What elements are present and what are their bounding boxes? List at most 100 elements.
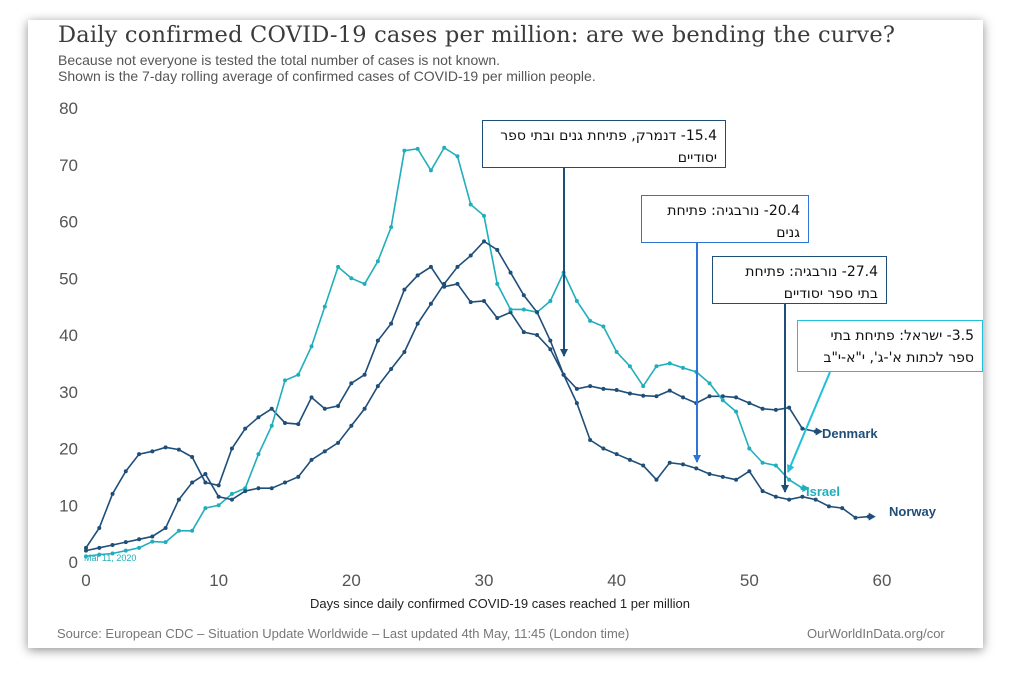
data-point [415, 273, 420, 278]
data-point [521, 293, 526, 298]
data-point [84, 548, 88, 553]
data-point [694, 466, 699, 471]
x-tick-label: 10 [209, 571, 228, 590]
data-point [256, 415, 261, 420]
data-point [535, 333, 540, 337]
series-end-arrow [868, 512, 876, 521]
data-point [747, 469, 752, 474]
y-tick-label: 30 [59, 383, 78, 402]
data-point [654, 394, 659, 399]
data-point [800, 426, 805, 431]
data-point [760, 460, 765, 465]
data-point [773, 463, 778, 468]
chart-title: Daily confirmed COVID-19 cases per milli… [58, 22, 896, 48]
data-point [734, 409, 739, 414]
data-point [229, 446, 234, 451]
data-point [176, 528, 181, 533]
data-point [256, 452, 261, 457]
subtitle-line-1: Because not everyone is tested the total… [58, 52, 501, 68]
data-point [455, 264, 460, 269]
data-point [734, 395, 739, 400]
series-layer [84, 145, 876, 559]
data-point [707, 472, 712, 477]
data-point [375, 338, 380, 343]
data-point [747, 401, 752, 406]
source-note: Source: European CDC – Situation Update … [57, 626, 629, 641]
y-axis-ticks: 0 10 20 30 40 50 60 70 80 [59, 99, 78, 572]
data-point [614, 350, 619, 355]
data-point [415, 146, 420, 151]
data-point [548, 338, 553, 343]
y-tick-label: 70 [59, 156, 78, 175]
data-point [482, 239, 486, 244]
y-tick-label: 80 [59, 99, 78, 118]
data-point [601, 324, 606, 329]
data-point [787, 477, 792, 482]
data-point [349, 276, 354, 281]
annotation-denmark-reopening: 15.4- דנמרק, פתיחת גנים ובתי ספר יסודיים [482, 120, 726, 168]
data-point [428, 301, 433, 306]
start-date-label: Mar 11, 2020 [84, 553, 136, 563]
data-point [163, 525, 168, 530]
data-point [442, 281, 447, 286]
series-line-denmark [85, 265, 816, 549]
data-point [389, 367, 394, 372]
data-point [256, 486, 261, 491]
data-point [840, 506, 845, 511]
data-point [468, 253, 473, 258]
data-point [137, 452, 142, 457]
data-point [521, 330, 526, 335]
data-point [349, 381, 354, 386]
data-point [375, 259, 380, 264]
data-point [521, 307, 526, 312]
data-point [641, 384, 646, 389]
data-point [681, 395, 685, 400]
data-point [468, 202, 473, 207]
data-point [641, 393, 646, 398]
data-point [548, 347, 553, 352]
data-point [773, 407, 778, 412]
data-point [150, 534, 155, 539]
x-axis-label: Days since daily confirmed COVID-19 case… [310, 596, 690, 611]
data-point [508, 307, 513, 312]
data-point [428, 168, 433, 173]
data-point [322, 304, 327, 309]
data-point [375, 384, 380, 389]
data-point [296, 422, 301, 427]
data-point [681, 365, 685, 370]
data-point [455, 154, 460, 159]
data-point [508, 310, 513, 315]
data-point [229, 497, 234, 502]
data-point [813, 497, 818, 502]
data-point [654, 364, 659, 369]
data-point [402, 287, 407, 292]
data-point [800, 494, 805, 499]
data-point [296, 372, 301, 377]
data-point [601, 386, 606, 391]
data-point [548, 298, 553, 303]
data-point [84, 545, 88, 550]
data-point [190, 528, 195, 533]
data-point [787, 497, 792, 502]
data-point [614, 452, 619, 457]
data-point [495, 247, 500, 252]
credit-link[interactable]: OurWorldInData.org/cor [807, 626, 945, 641]
data-point [720, 398, 725, 403]
data-point [269, 423, 274, 428]
data-point [150, 539, 155, 544]
data-point [269, 486, 274, 491]
data-point [389, 225, 394, 230]
data-point [667, 388, 672, 393]
data-point [402, 350, 407, 355]
data-point [97, 552, 102, 557]
data-point [283, 378, 287, 383]
data-point [482, 213, 486, 218]
data-point [402, 148, 407, 153]
data-point [415, 321, 420, 326]
series-end-arrow [802, 484, 810, 493]
data-point [336, 403, 341, 408]
data-point [176, 497, 181, 502]
series-end-arrow [815, 427, 823, 436]
data-point [243, 486, 248, 491]
series-israel [84, 145, 810, 559]
